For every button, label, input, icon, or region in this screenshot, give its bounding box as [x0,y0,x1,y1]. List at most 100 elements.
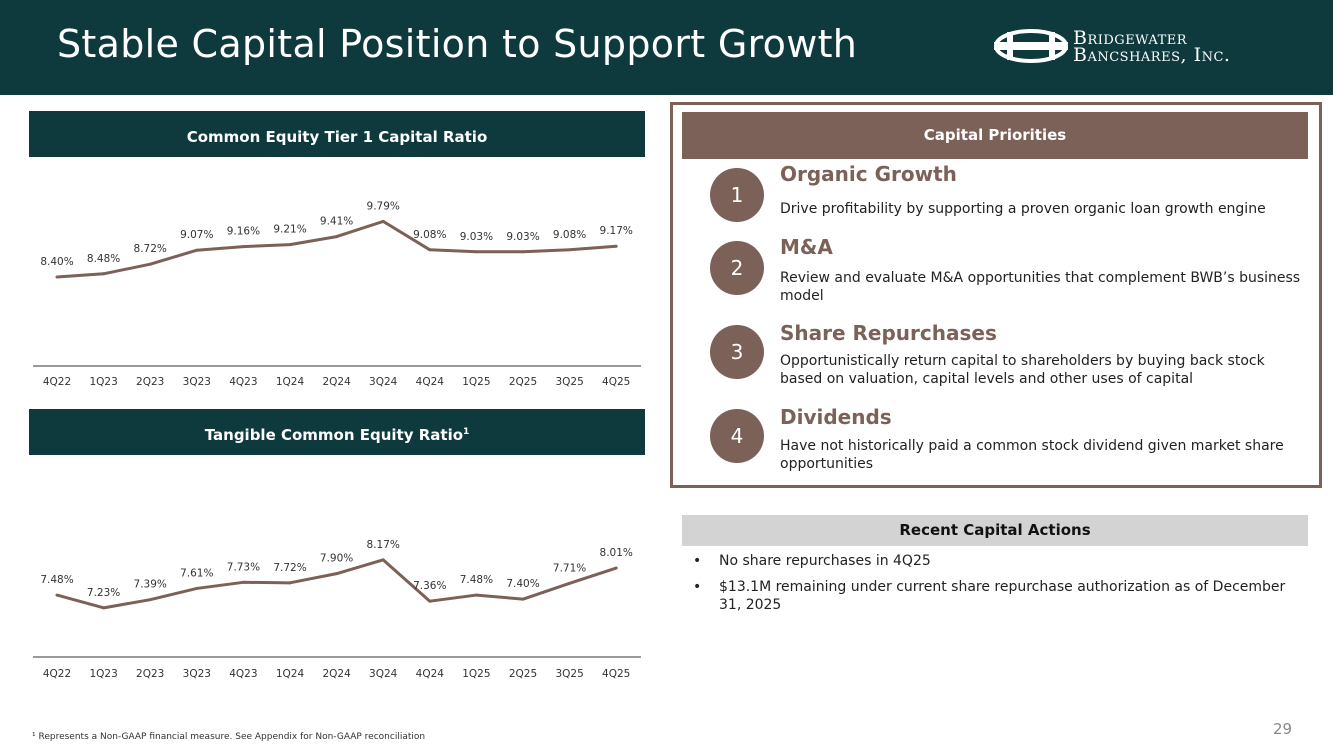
tce-data-label: 7.23% [87,587,120,599]
priority-number-badge: 2 [710,241,764,295]
cet1-tick-label: 4Q23 [229,376,257,388]
tce-data-point [381,558,385,562]
cet1-data-label: 9.21% [273,224,306,236]
cet1-data-label: 8.72% [134,243,167,255]
action-text: $13.1M remaining under current share rep… [719,579,1286,613]
tce-data-point [288,581,292,585]
cet1-tick-label: 2Q23 [136,376,164,388]
tce-data-point [195,586,199,590]
cet1-data-point [55,275,59,279]
tce-data-point [474,593,478,597]
tce-data-label: 7.90% [320,553,353,565]
recent-capital-actions-list: • No share repurchases in 4Q25 • $13.1M re… [693,552,1293,622]
tce-tick-label: 2Q25 [509,668,537,680]
page-number: 29 [1273,720,1293,738]
tce-data-label: 7.40% [506,578,539,590]
tce-data-label: 8.01% [600,547,633,559]
tce-chart-title: Tangible Common Equity Ratio1 [29,409,645,455]
tce-data-point [241,580,245,584]
tce-tick-label: 1Q23 [89,668,117,680]
logo-wordmark: Bridgewater Bancshares, Inc. [1073,27,1230,65]
cet1-tick-label: 3Q24 [369,376,398,388]
tce-data-point [148,598,152,602]
cet1-data-label: 9.17% [600,225,633,237]
cet1-tick-label: 1Q24 [276,376,305,388]
priority-description: Have not historically paid a common stoc… [780,438,1284,472]
bridge-logo-icon [994,29,1068,63]
priority-description: Opportunistically return capital to shar… [780,353,1265,387]
capital-priorities-panel [670,102,1322,488]
cet1-data-label: 8.48% [87,253,120,265]
cet1-tick-label: 1Q23 [89,376,117,388]
header-bar: Stable Capital Position to Support Growt… [0,0,1333,95]
cet1-data-point [521,250,525,254]
tce-tick-label: 4Q24 [416,668,445,680]
tce-title-text: Tangible Common Equity Ratio [204,426,464,444]
cet1-tick-label: 3Q23 [183,376,211,388]
cet1-data-label: 9.08% [553,229,586,241]
recent-capital-actions-header: Recent Capital Actions [682,515,1308,546]
tce-data-point [521,597,525,601]
priority-number-badge: 4 [710,409,764,463]
cet1-data-point [474,250,478,254]
cet1-data-point [568,248,572,252]
cet1-data-label: 9.07% [180,229,213,241]
bullet-icon: • [693,553,702,569]
tce-tick-label: 3Q24 [369,668,398,680]
cet1-data-label: 8.40% [40,256,73,268]
tce-data-label: 7.61% [180,567,213,579]
logo-line-1: Bridgewater [1073,27,1188,49]
tce-data-label: 7.73% [227,561,260,573]
priority-description: Review and evaluate M&A opportunities th… [780,270,1301,304]
priority-number-badge: 1 [710,168,764,222]
tce-data-point [102,606,106,610]
footnote: ¹ Represents a Non-GAAP financial measur… [32,732,426,742]
cet1-data-label: 9.03% [506,231,539,243]
tce-data-label: 7.71% [553,562,586,574]
priority-title: M&A [780,235,833,259]
priority-description: Drive profitability by supporting a prov… [780,201,1266,217]
priority-title: Organic Growth [780,162,957,186]
tce-data-point [55,593,59,597]
priority-title: Share Repurchases [780,321,997,345]
cet1-data-point [381,219,385,223]
cet1-data-label: 9.08% [413,229,446,241]
tce-tick-label: 3Q25 [555,668,583,680]
tce-data-point [335,572,339,576]
cet1-line-chart: 8.40% 4Q22 8.48% 1Q23 8.72% 2Q23 9.07% 3Q23 9.16… [33,200,641,388]
cet1-tick-label: 2Q24 [322,376,351,388]
tce-title-sup: 1 [463,427,470,437]
list-item: • $13.1M remaining under current share re… [693,578,1293,614]
tce-tick-label: 2Q24 [322,668,351,680]
tce-data-label: 7.48% [40,574,73,586]
cet1-data-label: 9.41% [320,216,353,228]
cet1-tick-label: 3Q25 [555,376,583,388]
company-logo: Bridgewater Bancshares, Inc. [993,26,1273,70]
cet1-data-point [241,245,245,249]
cet1-data-point [102,272,106,276]
tce-tick-label: 4Q23 [229,668,257,680]
tce-data-label: 7.48% [460,574,493,586]
tce-data-label: 8.17% [367,539,400,551]
cet1-tick-label: 4Q25 [602,376,630,388]
cet1-data-point [288,243,292,247]
cet1-data-label: 9.16% [227,226,260,238]
cet1-chart-title: Common Equity Tier 1 Capital Ratio [29,111,645,157]
cet1-data-point [428,248,432,252]
tce-tick-label: 4Q25 [602,668,630,680]
page-title: Stable Capital Position to Support Growt… [57,22,858,66]
tce-tick-label: 1Q24 [276,668,305,680]
tce-data-point [568,581,572,585]
tce-data-label: 7.72% [273,562,306,574]
tce-tick-label: 1Q25 [462,668,490,680]
cet1-data-label: 9.03% [460,231,493,243]
priority-title: Dividends [780,405,892,429]
bullet-icon: • [693,579,702,595]
cet1-title-text: Common Equity Tier 1 Capital Ratio [186,128,488,146]
cet1-data-point [148,262,152,266]
capital-priorities-header: Capital Priorities [682,112,1308,159]
cet1-tick-label: 2Q25 [509,376,537,388]
tce-tick-label: 3Q23 [183,668,211,680]
cet1-tick-label: 1Q25 [462,376,490,388]
cet1-data-label: 9.79% [367,200,400,212]
